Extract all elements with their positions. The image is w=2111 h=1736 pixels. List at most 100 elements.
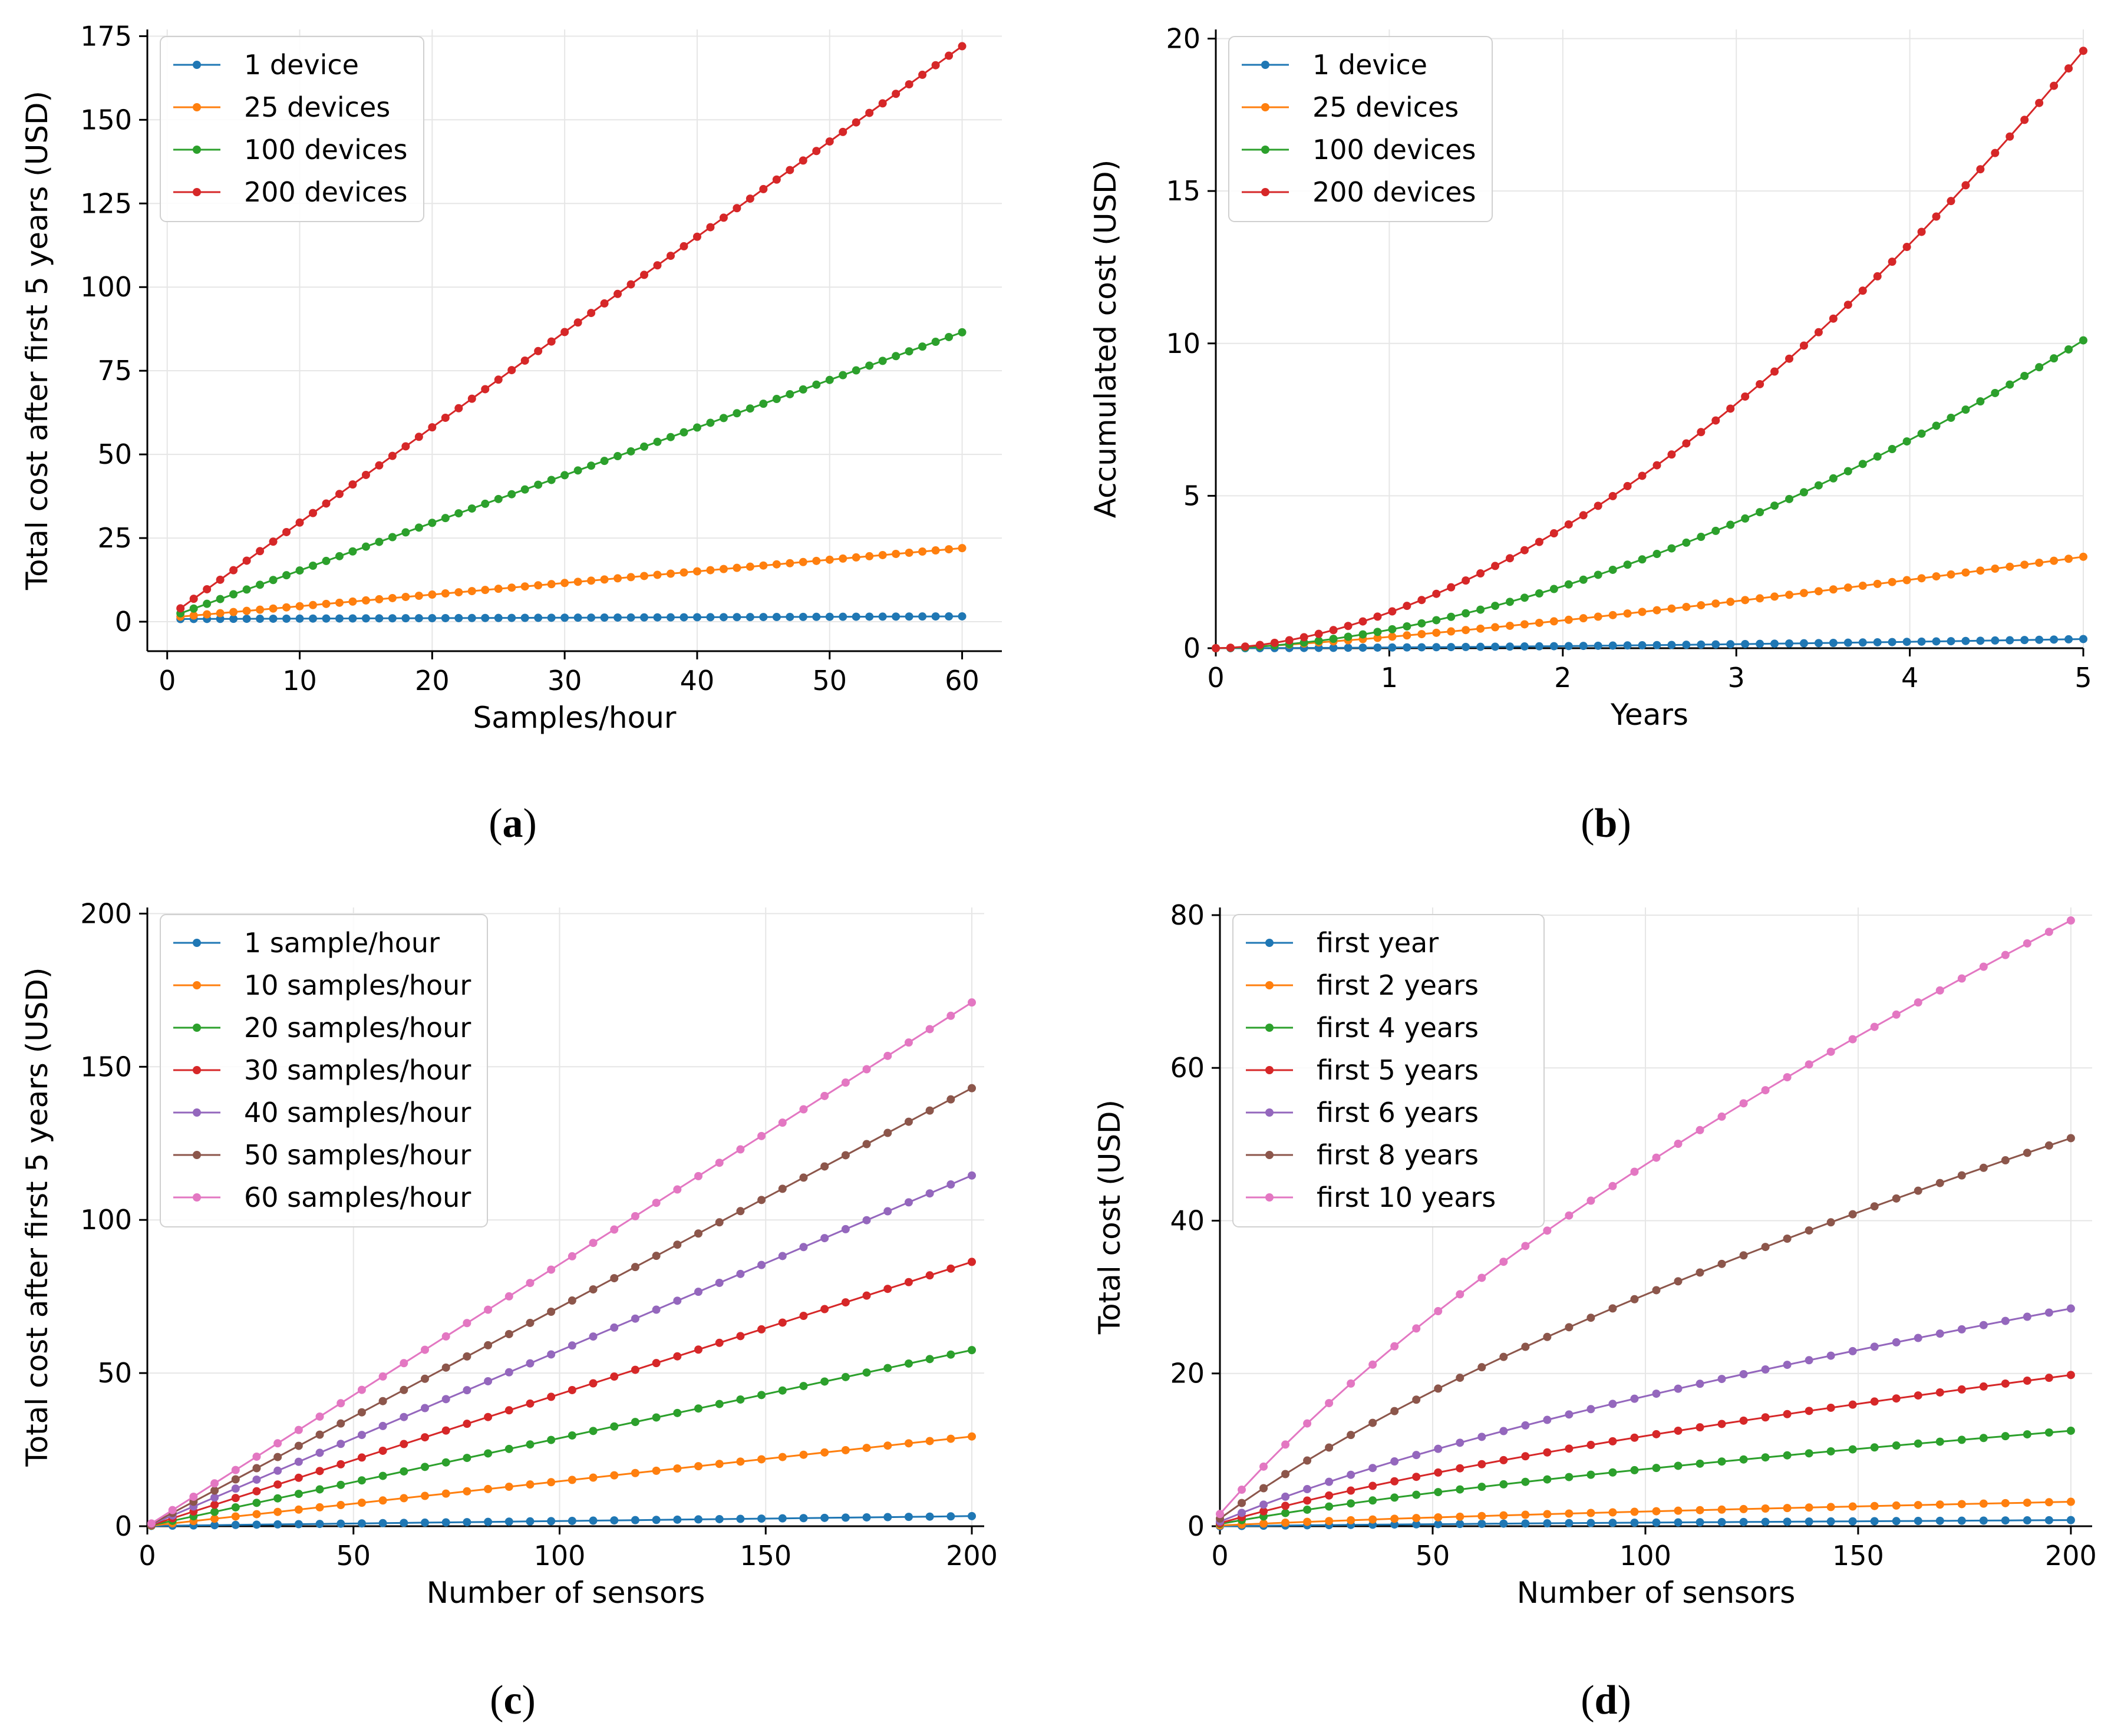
data-point xyxy=(631,1365,639,1374)
data-point xyxy=(892,352,901,361)
y-tick-label: 125 xyxy=(80,187,132,219)
data-point xyxy=(378,1519,387,1527)
data-point xyxy=(1456,1374,1464,1382)
data-point xyxy=(1991,565,2000,573)
data-point xyxy=(1299,633,1308,642)
data-point xyxy=(560,328,569,336)
data-point xyxy=(626,280,635,289)
data-point xyxy=(692,613,701,622)
data-point xyxy=(1477,1273,1486,1282)
data-point xyxy=(1281,1440,1290,1449)
data-point xyxy=(613,613,622,622)
data-point xyxy=(666,433,675,441)
data-point xyxy=(733,204,741,213)
legend-a: 1 device 25 devices 100 devices 200 devices xyxy=(160,36,424,222)
y-tick-label: 60 xyxy=(1170,1052,1205,1084)
data-point xyxy=(1432,589,1441,598)
data-point xyxy=(1843,638,1852,647)
data-point xyxy=(294,1425,303,1434)
legend-swatch-marker xyxy=(193,981,201,989)
data-point xyxy=(1682,641,1691,649)
data-point xyxy=(1412,1473,1421,1481)
data-point xyxy=(315,1467,324,1476)
data-point xyxy=(348,597,357,606)
data-point xyxy=(1434,1384,1443,1393)
data-point xyxy=(673,1352,682,1361)
data-point xyxy=(589,1332,598,1341)
data-point xyxy=(799,1312,808,1321)
data-point xyxy=(694,1171,703,1180)
legend-box xyxy=(1232,914,1545,1227)
data-point xyxy=(547,1265,556,1274)
data-point xyxy=(1329,635,1338,643)
series-b-2 xyxy=(1212,336,2087,652)
data-point xyxy=(414,523,423,532)
data-point xyxy=(1373,612,1382,621)
data-point xyxy=(309,600,318,609)
legend-swatch-marker xyxy=(193,103,201,111)
data-point xyxy=(1726,640,1735,649)
data-point xyxy=(242,585,251,594)
data-point xyxy=(252,1464,261,1473)
x-axis-label: Number of sensors xyxy=(1517,1576,1796,1610)
data-point xyxy=(1456,1485,1464,1494)
data-point xyxy=(1226,643,1235,652)
data-point xyxy=(1594,501,1602,510)
data-point xyxy=(348,547,357,556)
data-point xyxy=(1741,596,1750,605)
data-point xyxy=(1805,1226,1813,1235)
data-point xyxy=(812,612,821,621)
data-point xyxy=(2001,1316,2010,1325)
data-point xyxy=(778,1318,787,1327)
data-point xyxy=(1935,1329,1944,1338)
data-point xyxy=(400,1440,408,1448)
data-point xyxy=(918,70,927,79)
series-line xyxy=(151,1515,972,1527)
data-point xyxy=(1783,1073,1792,1082)
y-tick-label: 0 xyxy=(115,1510,132,1542)
data-point xyxy=(484,1484,493,1493)
data-point xyxy=(1991,388,2000,397)
data-point xyxy=(189,611,198,620)
data-point xyxy=(273,1453,282,1461)
y-tick-label: 0 xyxy=(1183,632,1200,664)
data-point xyxy=(1417,619,1426,628)
data-point xyxy=(295,614,304,623)
data-point xyxy=(322,599,331,608)
data-point xyxy=(547,1517,556,1526)
data-point xyxy=(1957,1325,1966,1334)
data-point xyxy=(1979,1516,1988,1525)
data-point xyxy=(786,559,794,567)
data-point xyxy=(1303,1505,1312,1514)
data-point xyxy=(1388,625,1397,633)
data-point xyxy=(520,485,529,494)
data-point xyxy=(1564,615,1573,624)
data-point xyxy=(715,1514,724,1523)
data-point xyxy=(1741,514,1750,523)
data-point xyxy=(467,587,476,596)
data-point xyxy=(772,175,781,184)
data-point xyxy=(1390,1457,1399,1466)
data-point xyxy=(1682,538,1691,547)
data-point xyxy=(1476,569,1485,578)
data-point xyxy=(883,1364,892,1372)
data-point xyxy=(1814,639,1823,648)
data-point xyxy=(1717,1375,1726,1384)
data-point xyxy=(1976,636,1985,645)
legend-entry-label: 30 samples/hour xyxy=(244,1054,471,1086)
data-point xyxy=(673,1296,682,1305)
data-point xyxy=(839,127,847,136)
data-point xyxy=(968,998,977,1007)
data-point xyxy=(378,1446,387,1455)
data-point xyxy=(1368,1515,1377,1524)
data-point xyxy=(865,361,874,370)
legend-entry-label: first 5 years xyxy=(1317,1054,1479,1086)
data-point xyxy=(1623,481,1632,490)
data-point xyxy=(2050,81,2059,90)
data-point xyxy=(1608,641,1617,650)
data-point xyxy=(1565,1323,1574,1332)
data-point xyxy=(494,375,503,384)
data-point xyxy=(256,605,265,614)
data-point xyxy=(613,452,622,461)
data-point xyxy=(1344,632,1353,641)
